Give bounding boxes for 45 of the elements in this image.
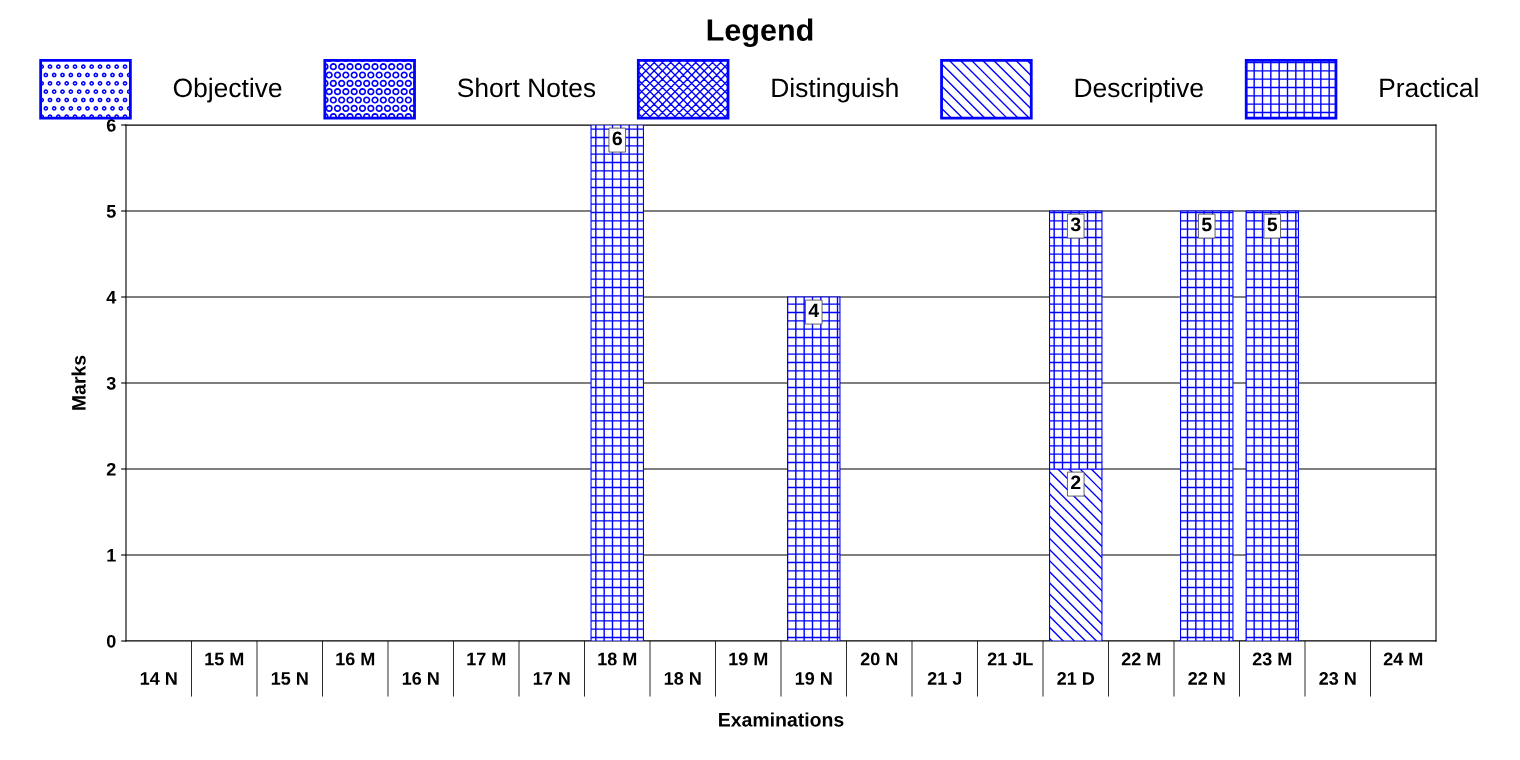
y-tick-label: 1 xyxy=(107,549,116,562)
legend-label: Short Notes xyxy=(457,77,596,98)
legend-label: Distinguish xyxy=(772,77,898,103)
x-tick-label: 15 N xyxy=(271,672,308,685)
x-tick-label: 24 M xyxy=(1383,652,1423,666)
x-tick-label: 16 N xyxy=(402,672,439,685)
legend-title: Legend xyxy=(707,18,813,48)
legend-label: Objective xyxy=(173,77,282,103)
x-axis-title: Examinations xyxy=(719,712,844,727)
x-tick-label: 21 D xyxy=(1057,672,1095,685)
y-tick-label: 3 xyxy=(106,376,116,390)
data-label: 6 xyxy=(612,131,622,146)
bar xyxy=(786,296,841,641)
x-tick-label: 23 M xyxy=(1252,652,1292,666)
x-tick-label: 18 M xyxy=(598,652,637,666)
y-axis-title: Marks xyxy=(71,355,86,410)
x-tick-label: 19 M xyxy=(729,652,768,666)
data-label: 5 xyxy=(1267,217,1278,232)
legend-label: Practical xyxy=(1380,77,1478,98)
x-tick-label: 16 M xyxy=(336,652,375,666)
data-label: 3 xyxy=(1070,217,1081,232)
data-label: 4 xyxy=(808,303,820,318)
x-tick-label: 21 JL xyxy=(987,652,1033,666)
x-tick-label: 17 M xyxy=(467,652,506,666)
x-tick-label: 19 N xyxy=(795,672,832,685)
x-tick-label: 15 M xyxy=(205,652,244,666)
x-tick-label: 22 N xyxy=(1188,672,1225,685)
x-tick-label: 20 N xyxy=(860,652,898,666)
y-tick-label: 0 xyxy=(106,634,116,648)
y-tick-label: 5 xyxy=(106,205,116,218)
bar xyxy=(1245,210,1300,641)
data-label: 2 xyxy=(1071,475,1081,490)
x-tick-label: 17 N xyxy=(533,672,570,685)
bar xyxy=(1179,210,1234,641)
y-tick-label: 4 xyxy=(106,291,117,304)
x-tick-label: 21 J xyxy=(927,672,962,685)
y-tick-label: 2 xyxy=(106,462,116,476)
data-label: 5 xyxy=(1201,217,1212,232)
legend-label: Descriptive xyxy=(1075,77,1203,103)
y-tick-label: 6 xyxy=(106,118,116,132)
x-tick-label: 22 M xyxy=(1121,652,1161,666)
x-tick-label: 14 N xyxy=(140,672,177,685)
bar xyxy=(590,125,645,641)
x-tick-label: 23 N xyxy=(1319,672,1356,685)
x-tick-label: 18 N xyxy=(664,672,701,685)
